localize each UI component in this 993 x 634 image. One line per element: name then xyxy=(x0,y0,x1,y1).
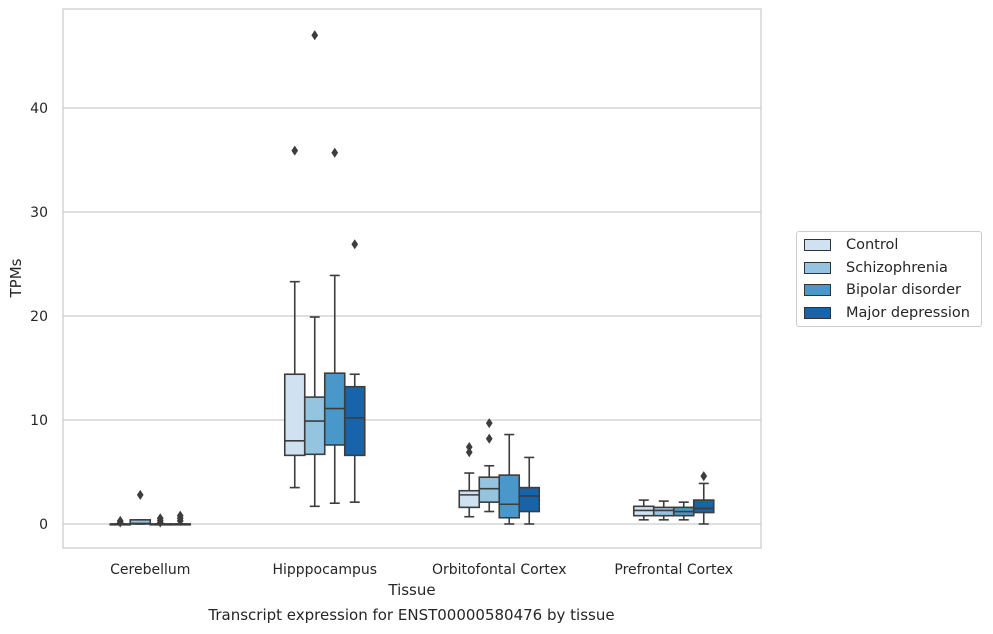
y-tick-label: 10 xyxy=(30,413,48,429)
outlier-point xyxy=(351,239,359,250)
legend-item-control: Control xyxy=(804,236,898,254)
outlier-point xyxy=(465,447,473,458)
box-iqr xyxy=(518,486,541,513)
box-major-depression-1 xyxy=(343,239,366,503)
chart-title: Transcript expression for ENST0000058047… xyxy=(208,606,615,624)
box-schizophrenia-3 xyxy=(652,500,675,521)
box-control-1 xyxy=(283,145,306,489)
box-iqr xyxy=(498,474,521,519)
box-bipolar-disorder-1 xyxy=(323,147,346,505)
outlier-point xyxy=(465,442,473,453)
outlier-point xyxy=(116,517,124,528)
legend-item-bipolar-disorder: Bipolar disorder xyxy=(804,281,961,299)
outlier-point xyxy=(156,513,164,524)
box-control-0 xyxy=(109,515,132,528)
outlier-point xyxy=(311,30,319,41)
box-bipolar-disorder-2 xyxy=(498,433,521,525)
y-tick-label: 30 xyxy=(30,205,48,221)
y-axis-label: TPMs xyxy=(7,258,25,298)
x-tick-label: Hipppocampus xyxy=(272,562,377,578)
box-major-depression-2 xyxy=(518,456,541,525)
outlier-point xyxy=(485,418,493,429)
box-major-depression-0 xyxy=(169,510,192,526)
box-iqr xyxy=(283,373,306,457)
box-control-3 xyxy=(632,499,655,521)
box-iqr xyxy=(692,499,715,514)
outlier-point xyxy=(291,145,299,156)
outlier-point xyxy=(136,489,144,500)
legend-swatch-bipolar-disorder xyxy=(804,284,831,296)
box-iqr xyxy=(458,489,481,509)
plot-frame xyxy=(62,8,762,549)
legend-swatch-major-depression xyxy=(804,307,831,319)
box-schizophrenia-0 xyxy=(129,489,152,525)
box-iqr xyxy=(303,396,326,456)
outlier-point xyxy=(485,433,493,444)
legend-label-bipolar-disorder: Bipolar disorder xyxy=(846,282,961,298)
legend-label-schizophrenia: Schizophrenia xyxy=(846,260,948,276)
x-tick-label: Cerebellum xyxy=(110,562,190,578)
box-bipolar-disorder-0 xyxy=(149,513,172,528)
x-tick-label: Prefrontal Cortex xyxy=(614,562,733,578)
legend-item-schizophrenia: Schizophrenia xyxy=(804,259,948,277)
x-tick-label: Orbitofontal Cortex xyxy=(432,562,567,578)
box-schizophrenia-2 xyxy=(478,418,501,513)
legend: Control Schizophrenia Bipolar disorder M… xyxy=(796,231,982,327)
y-tick-label: 0 xyxy=(39,517,48,533)
box-iqr xyxy=(652,506,675,517)
boxes xyxy=(109,30,715,528)
legend-swatch-schizophrenia xyxy=(804,262,831,274)
y-tick-labels: 0 10 20 30 40 xyxy=(30,101,48,533)
outlier-point xyxy=(700,471,708,482)
outlier-point xyxy=(176,510,184,521)
box-major-depression-3 xyxy=(692,471,715,525)
legend-swatch-control xyxy=(804,239,831,251)
box-bipolar-disorder-3 xyxy=(672,501,695,521)
x-axis-label: Tissue xyxy=(387,581,435,599)
box-iqr xyxy=(343,385,366,457)
legend-label-control: Control xyxy=(846,237,899,253)
y-tick-label: 20 xyxy=(30,309,48,325)
box-control-2 xyxy=(458,442,481,518)
gridlines xyxy=(63,107,761,525)
box-iqr xyxy=(478,476,501,503)
y-tick-label: 40 xyxy=(30,101,48,117)
box-schizophrenia-1 xyxy=(303,30,326,508)
x-tick-labels: Cerebellum Hipppocampus Orbitofontal Corte… xyxy=(110,562,733,578)
legend-item-major-depression: Major depression xyxy=(804,304,970,322)
outlier-point xyxy=(331,147,339,158)
legend-label-major-depression: Major depression xyxy=(846,305,970,321)
